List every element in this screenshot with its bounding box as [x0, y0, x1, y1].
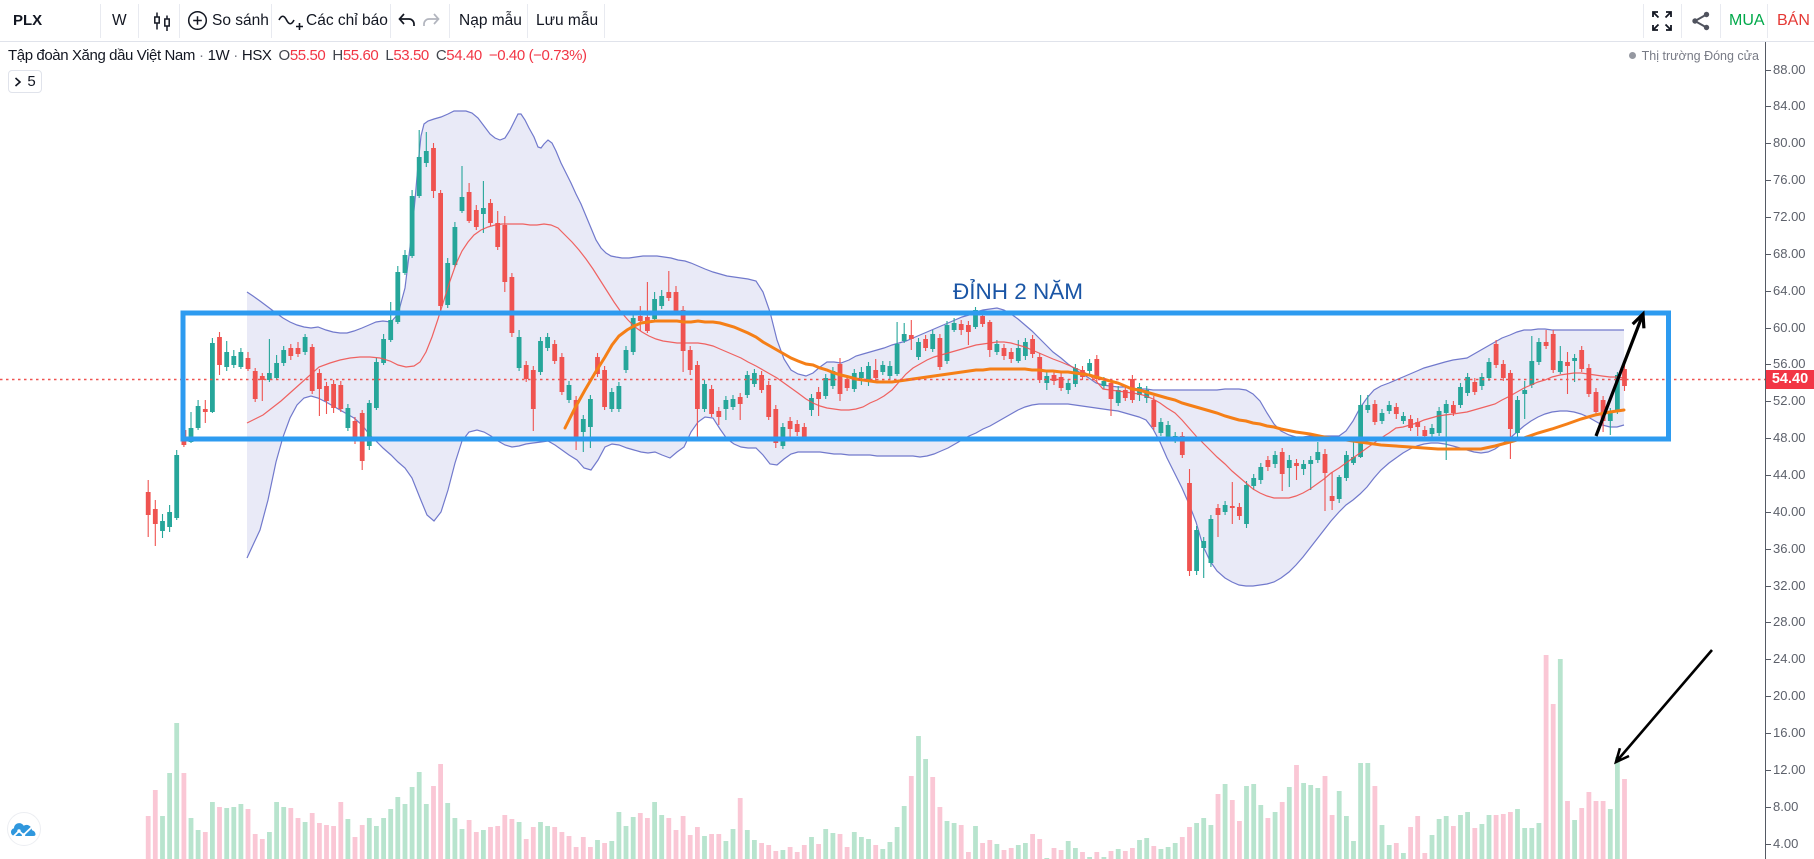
svg-text:ĐỈNH 2 NĂM: ĐỈNH 2 NĂM [953, 279, 1083, 304]
